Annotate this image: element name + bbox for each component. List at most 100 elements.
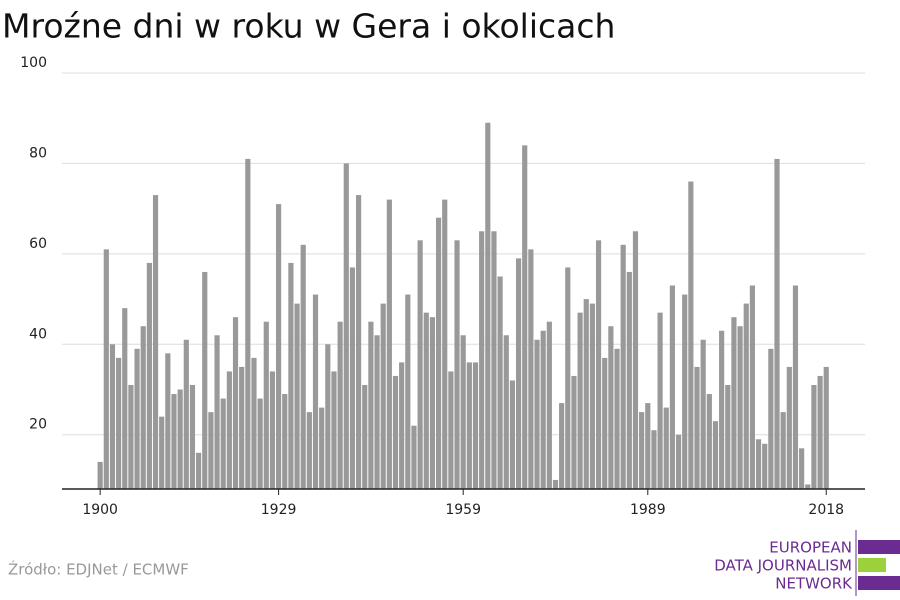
bar bbox=[97, 461, 103, 489]
bar bbox=[140, 326, 146, 489]
bar bbox=[220, 398, 226, 489]
bar bbox=[423, 312, 429, 489]
bar bbox=[343, 163, 349, 489]
y-tick-label: 80 bbox=[29, 145, 47, 161]
bar bbox=[626, 271, 632, 489]
bar bbox=[528, 249, 534, 489]
bar bbox=[546, 321, 552, 489]
bar bbox=[485, 122, 491, 489]
bar bbox=[503, 335, 509, 489]
bar bbox=[479, 231, 485, 489]
bar bbox=[196, 452, 202, 489]
y-tick-label: 40 bbox=[29, 326, 47, 342]
bar bbox=[152, 195, 159, 489]
x-tick-label: 2018 bbox=[808, 502, 844, 518]
bar bbox=[694, 366, 700, 489]
bar bbox=[454, 240, 460, 489]
bar bbox=[780, 412, 786, 489]
bar bbox=[128, 385, 134, 489]
bar bbox=[614, 348, 620, 489]
bar bbox=[368, 321, 374, 489]
logo-text: EUROPEAN bbox=[769, 539, 852, 557]
bar bbox=[208, 412, 214, 489]
bar bbox=[706, 394, 712, 489]
bar bbox=[251, 357, 257, 489]
bar bbox=[719, 330, 725, 489]
bar bbox=[799, 448, 805, 489]
bar bbox=[657, 312, 663, 489]
bar bbox=[325, 344, 331, 489]
y-tick-label: 100 bbox=[20, 55, 47, 71]
bar bbox=[509, 380, 516, 489]
bar bbox=[632, 231, 639, 489]
bar bbox=[497, 276, 503, 489]
bar bbox=[109, 344, 116, 489]
bar bbox=[319, 407, 325, 489]
bar bbox=[589, 303, 595, 489]
bar bbox=[731, 317, 737, 489]
bar bbox=[171, 394, 177, 489]
bar bbox=[602, 357, 608, 489]
bar bbox=[805, 484, 811, 489]
logo-bar bbox=[858, 558, 886, 572]
bar bbox=[743, 303, 749, 489]
bar bbox=[146, 262, 152, 489]
bar bbox=[337, 321, 343, 489]
bar bbox=[688, 181, 694, 490]
bar bbox=[226, 371, 232, 489]
bar bbox=[540, 330, 546, 489]
bar bbox=[571, 375, 577, 489]
bar bbox=[245, 158, 251, 490]
bar bbox=[712, 421, 719, 489]
bar bbox=[669, 285, 675, 489]
bar bbox=[282, 394, 288, 489]
bar bbox=[700, 339, 706, 489]
y-tick-label: 60 bbox=[29, 236, 47, 252]
bar bbox=[294, 303, 300, 489]
bar bbox=[522, 145, 528, 489]
bar bbox=[515, 258, 522, 489]
bar bbox=[392, 375, 399, 489]
bar bbox=[276, 204, 282, 489]
bar bbox=[768, 348, 774, 489]
bar bbox=[362, 385, 368, 489]
bar bbox=[749, 285, 755, 489]
bar bbox=[183, 339, 189, 489]
bar bbox=[435, 217, 442, 489]
bar bbox=[639, 412, 645, 489]
logo-text: DATA JOURNALISM bbox=[714, 557, 852, 575]
bar bbox=[380, 303, 386, 489]
bar bbox=[312, 294, 319, 489]
bar bbox=[786, 366, 792, 489]
bar bbox=[300, 244, 306, 489]
bar bbox=[565, 267, 571, 489]
bar bbox=[165, 353, 171, 489]
bar bbox=[762, 443, 768, 489]
bar bbox=[755, 439, 762, 489]
bar bbox=[202, 271, 208, 489]
bar bbox=[774, 158, 780, 490]
bar bbox=[356, 195, 362, 489]
bar bbox=[306, 412, 312, 489]
bar bbox=[442, 199, 448, 489]
bar bbox=[411, 425, 417, 489]
bar bbox=[663, 407, 669, 489]
chart-title: Mroźne dni w roku w Gera i okolicach bbox=[2, 7, 615, 46]
bar bbox=[103, 249, 109, 489]
bar bbox=[792, 285, 799, 489]
bar bbox=[159, 416, 165, 489]
bar bbox=[239, 366, 245, 489]
bar bbox=[386, 199, 392, 489]
bar bbox=[460, 335, 466, 489]
bar bbox=[595, 240, 602, 489]
bar bbox=[583, 299, 589, 489]
bar bbox=[466, 362, 472, 489]
logo-text: NETWORK bbox=[775, 575, 853, 593]
bar bbox=[534, 339, 540, 489]
bar bbox=[577, 312, 583, 489]
bar bbox=[817, 375, 823, 489]
bar bbox=[675, 434, 682, 489]
bar bbox=[177, 389, 183, 489]
bar bbox=[263, 321, 269, 489]
bar bbox=[331, 371, 337, 489]
